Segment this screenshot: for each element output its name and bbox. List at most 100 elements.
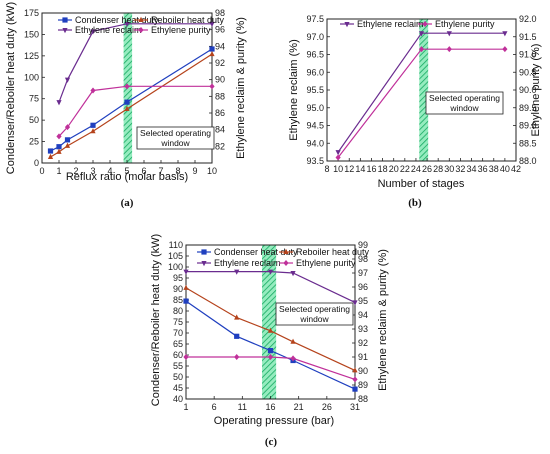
y-left-tick-label: 90: [173, 284, 183, 294]
data-point: [64, 77, 71, 83]
y-left-tick-label: 50: [173, 372, 183, 382]
x-tick-label: 6: [212, 402, 217, 412]
y-right-tick-label: 84: [215, 125, 225, 135]
data-point: [183, 269, 189, 275]
legend-label: Ethylene purity: [151, 25, 211, 35]
y-right-tick-label: 98: [215, 8, 225, 18]
data-point: [234, 333, 240, 339]
data-point: [47, 153, 54, 159]
series-ethylene-purity: [56, 83, 215, 140]
x-axis-title: Operating pressure (bar): [214, 415, 334, 427]
y-right-tick-label: 95: [358, 296, 368, 306]
data-point: [234, 269, 240, 275]
y-right-tick-label: 91.5: [519, 32, 537, 42]
annotation-line-2: window: [449, 103, 479, 113]
y-left-tick-label: 97.0: [306, 32, 324, 42]
operating-window-band: [419, 19, 429, 161]
y-left-tick-label: 40: [173, 394, 183, 404]
data-point: [418, 46, 425, 53]
y-left-tick-label: 55: [173, 361, 183, 371]
series-reboiler-heat-duty: [183, 284, 358, 373]
y-right-tick-label: 88: [358, 394, 368, 404]
data-point: [267, 327, 274, 333]
y-left-tick-label: 80: [173, 306, 183, 316]
data-point: [267, 348, 274, 354]
annotation-line-1: Selected operating: [140, 128, 211, 138]
y-right-tick-label: 90.5: [519, 67, 537, 77]
legend-label: Ethylene purity: [435, 19, 495, 29]
data-point: [47, 148, 54, 154]
series-reboiler-heat-duty: [47, 50, 215, 159]
y-left-tick-label: 25: [29, 137, 39, 147]
x-tick-label: 26: [422, 164, 432, 174]
x-tick-label: 42: [511, 164, 521, 174]
data-point: [183, 298, 189, 304]
x-tick-label: 20: [389, 164, 399, 174]
data-point: [124, 83, 130, 90]
data-point: [209, 46, 215, 52]
data-point: [502, 31, 508, 37]
x-tick-label: 31: [350, 402, 360, 412]
data-point: [209, 50, 215, 57]
y-left-tick-label: 110: [169, 240, 183, 250]
y-right-tick-label: 86: [215, 108, 225, 118]
y-left-axis-title: Condenser/Reboiler heat duty (kW): [150, 234, 162, 406]
y-left-tick-label: 95.0: [306, 103, 324, 113]
series-ethylene-reclaim: [183, 269, 358, 306]
x-axis-title: Number of stages: [378, 178, 465, 190]
legend-marker: [422, 21, 428, 27]
x-tick-label: 22: [400, 164, 410, 174]
y-left-tick-label: 150: [24, 29, 39, 39]
data-point: [502, 46, 508, 53]
data-point: [124, 99, 130, 105]
x-tick-label: 16: [366, 164, 376, 174]
y-left-tick-label: 0: [34, 158, 39, 168]
x-tick-label: 7: [158, 166, 163, 176]
x-tick-label: 24: [411, 164, 421, 174]
y-left-tick-label: 75: [173, 317, 183, 327]
y-left-tick-label: 175: [24, 8, 39, 18]
x-tick-label: 8: [324, 164, 329, 174]
x-tick-label: 9: [192, 166, 197, 176]
annotation-line-2: window: [160, 138, 190, 148]
data-point: [124, 105, 130, 111]
data-point: [64, 124, 71, 131]
y-right-tick-label: 88.5: [519, 138, 537, 148]
x-tick-label: 4: [107, 166, 112, 176]
chart-panel-2: 8 10 12 14 16 18 20 22 24 26 28 30 32 34 36 38 40 42 93.5 9…: [288, 14, 542, 209]
data-point: [352, 386, 358, 392]
series-line: [337, 48, 505, 158]
y-left-tick-label: 75: [29, 94, 39, 104]
data-point: [64, 137, 71, 143]
y-left-tick-label: 100: [168, 262, 183, 272]
panel-label: (a): [121, 197, 134, 209]
data-point: [234, 314, 240, 320]
data-point: [90, 29, 96, 35]
data-point: [234, 354, 240, 360]
y-left-tick-label: 94.5: [306, 121, 324, 131]
series-ethylene-purity: [183, 354, 358, 383]
x-tick-label: 8: [175, 166, 180, 176]
y-left-tick-label: 97.5: [306, 14, 324, 24]
y-right-axis-title: Ethylene reclaim & purity (%): [235, 17, 247, 159]
data-point: [335, 150, 341, 156]
legend-marker: [201, 249, 207, 255]
y-right-tick-label: 92: [358, 338, 368, 348]
annotation-box: [275, 302, 354, 326]
data-point: [183, 354, 189, 360]
data-point: [352, 300, 358, 306]
y-right-axis-title: Ethylene reclaim & purity (%): [377, 249, 389, 391]
legend-label: Reboiler heat duty: [296, 247, 370, 257]
y-right-tick-label: 89.5: [519, 103, 537, 113]
y-right-tick-label: 88: [215, 91, 225, 101]
series-ethylene-reclaim: [335, 31, 508, 156]
x-tick-label: 11: [238, 402, 247, 412]
y-right-tick-label: 82: [215, 141, 225, 151]
y-right-tick-label: 94: [358, 310, 368, 320]
x-tick-label: 30: [444, 164, 454, 174]
y-right-tick-label: 93: [358, 324, 368, 334]
x-tick-label: 1: [183, 402, 188, 412]
x-tick-label: 38: [489, 164, 499, 174]
annotation-box: [136, 126, 215, 150]
